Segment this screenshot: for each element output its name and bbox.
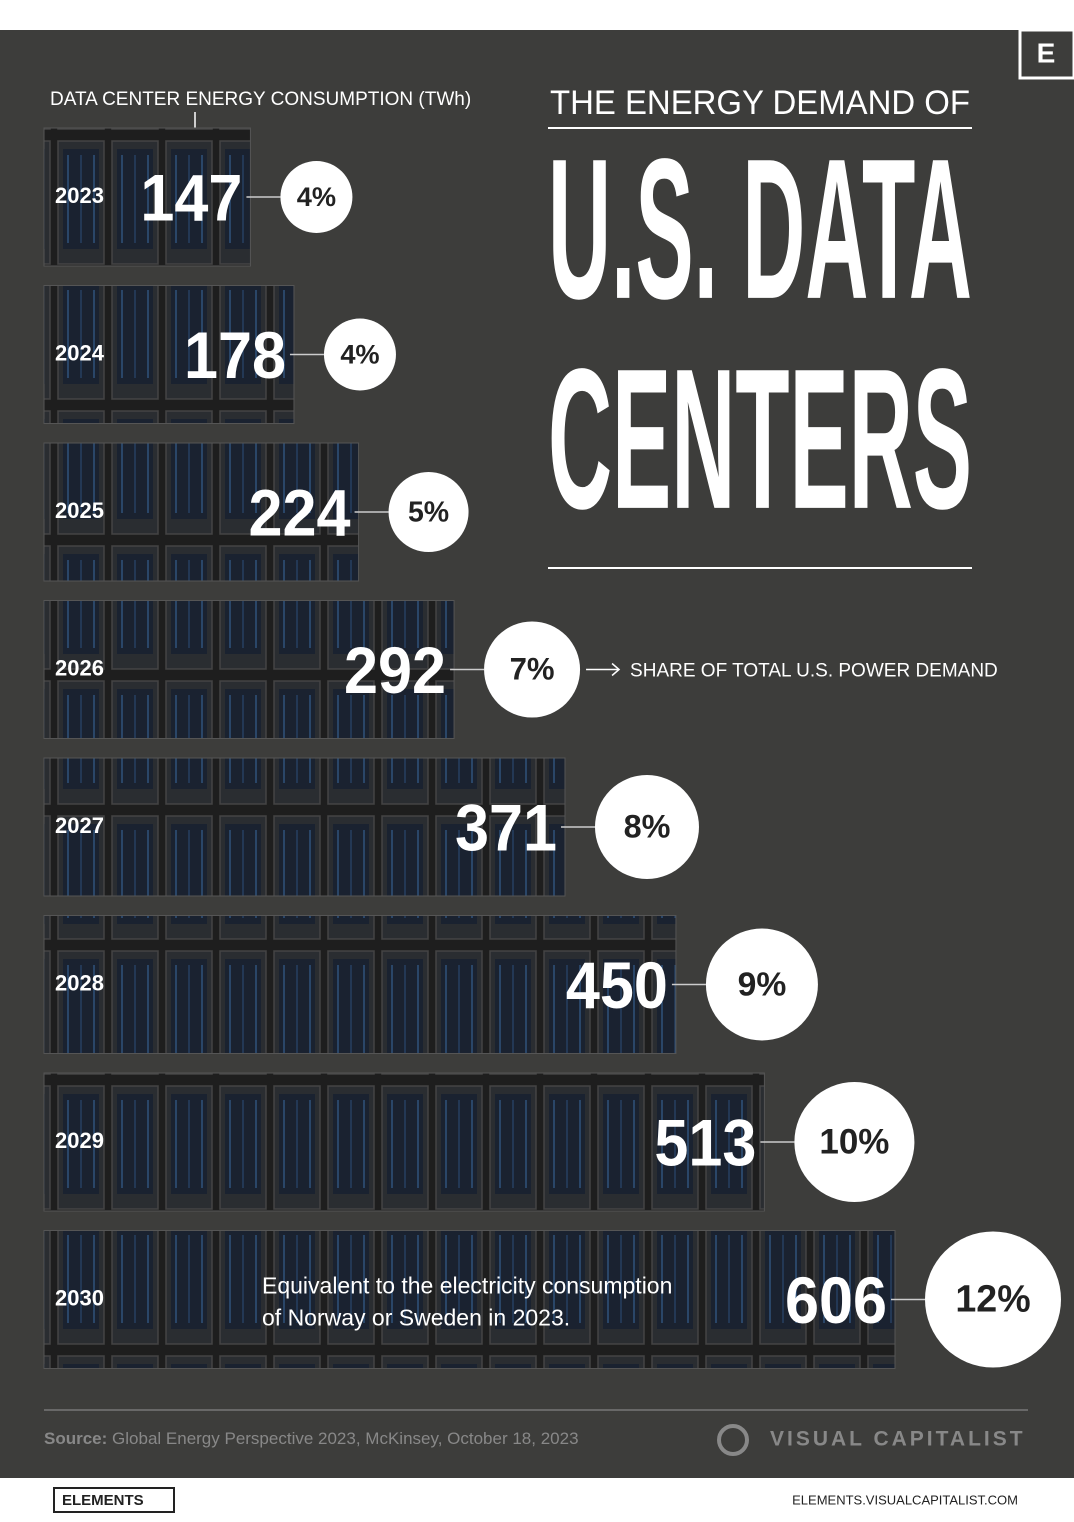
source: Source: Global Energy Perspective 2023, … — [44, 1429, 579, 1448]
value-label: 450 — [566, 948, 668, 1022]
category-label: 2024 — [55, 340, 105, 365]
logo-letter: E — [1037, 37, 1056, 68]
value-label: 371 — [455, 790, 557, 864]
supertitle: THE ENERGY DEMAND OF — [550, 84, 970, 122]
share-bubble — [280, 161, 353, 233]
bar — [43, 600, 455, 739]
source-text: Global Energy Perspective 2023, McKinsey… — [112, 1429, 579, 1448]
value-label: 292 — [344, 633, 446, 707]
value-label: 178 — [184, 318, 286, 392]
category-label: 2027 — [55, 813, 104, 838]
share-bubble — [794, 1082, 915, 1202]
share-bubble — [594, 775, 699, 879]
category-label: 2029 — [55, 1128, 104, 1153]
share-label: 8% — [624, 809, 671, 845]
share-label: 7% — [510, 652, 555, 687]
share-label: 10% — [819, 1122, 889, 1161]
footer-url: ELEMENTS.VISUALCAPITALIST.COM — [792, 1492, 1018, 1507]
share-label: 9% — [738, 965, 787, 1003]
brand-icon — [717, 1424, 749, 1456]
share-label: 12% — [955, 1277, 1030, 1319]
value-label: 606 — [785, 1263, 887, 1337]
title-line: CENTERS — [548, 328, 972, 551]
value-label: 147 — [140, 160, 242, 234]
share-bubble — [388, 472, 469, 552]
category-label: 2030 — [55, 1285, 104, 1310]
category-label: 2028 — [55, 970, 104, 995]
series-label: DATA CENTER ENERGY CONSUMPTION (TWh) — [50, 89, 471, 110]
bar — [43, 127, 251, 267]
footer-logo: ELEMENTS — [62, 1492, 144, 1509]
share-bubble — [925, 1231, 1061, 1368]
annotation: Equivalent to the electricity consumptio… — [262, 1273, 672, 1299]
bar — [43, 1230, 896, 1369]
category-label: 2025 — [55, 498, 104, 523]
logo-box — [1018, 28, 1074, 80]
bar — [43, 285, 295, 424]
category-label: 2023 — [55, 183, 104, 208]
category-label: 2026 — [55, 655, 104, 680]
bar — [43, 915, 677, 1054]
share-label: 5% — [408, 497, 449, 529]
share-bubble — [323, 318, 396, 391]
footer-logo-box — [53, 1487, 175, 1513]
bar — [43, 442, 360, 582]
arrow-head — [611, 662, 621, 677]
value-label: 513 — [654, 1105, 756, 1179]
value-label: 224 — [249, 475, 351, 549]
brand: VISUAL CAPITALIST — [770, 1428, 1026, 1451]
source-label: Source: — [44, 1429, 107, 1448]
bar — [43, 1072, 765, 1212]
series-label: SHARE OF TOTAL U.S. POWER DEMAND — [630, 661, 998, 682]
annotation: of Norway or Sweden in 2023. — [262, 1305, 570, 1331]
share-label: 4% — [340, 339, 379, 370]
share-label: 4% — [297, 181, 336, 212]
bar — [43, 757, 566, 897]
share-bubble — [484, 621, 581, 718]
title-line: U.S. DATA — [548, 118, 972, 341]
share-bubble — [705, 928, 818, 1041]
